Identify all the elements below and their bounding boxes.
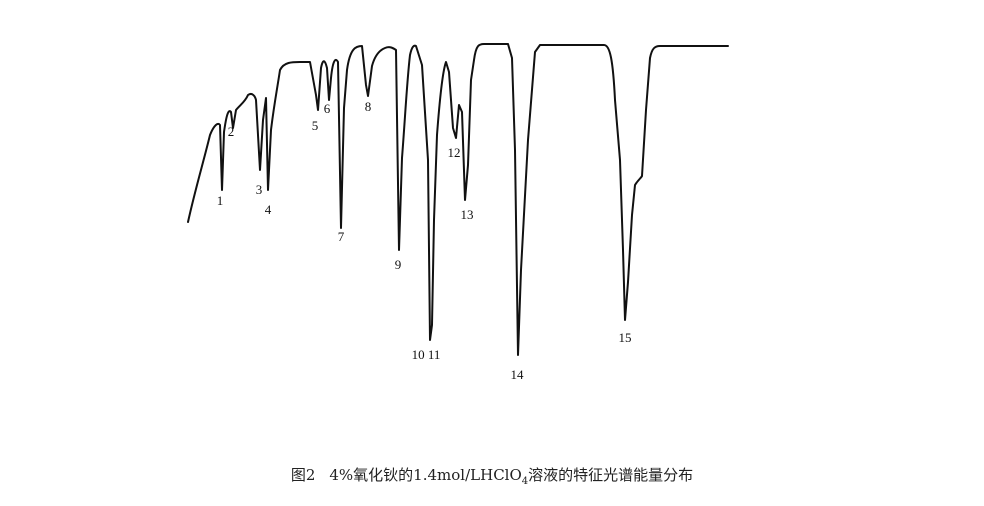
figure-number: 图2 bbox=[290, 466, 316, 484]
peak-label-10: 10 11 bbox=[412, 347, 441, 362]
spectrum-trace bbox=[187, 43, 729, 356]
peak-label-2: 2 bbox=[228, 124, 235, 139]
figure-caption: 图2 4%氧化钬的1.4mol/LHClO4溶液的特征光谱能量分布 bbox=[0, 464, 984, 487]
peak-label-4: 4 bbox=[265, 202, 272, 217]
caption-text: 4%氧化钬的1.4mol/LHClO bbox=[329, 466, 522, 484]
peak-label-3: 3 bbox=[256, 182, 263, 197]
peak-label-6: 6 bbox=[324, 101, 331, 116]
peak-label-13: 14 bbox=[511, 367, 525, 382]
peak-label-12: 13 bbox=[461, 207, 474, 222]
caption-subscript: 4 bbox=[521, 476, 529, 487]
peak-label-11: 12 bbox=[448, 145, 461, 160]
caption-text-end: 溶液的特征光谱能量分布 bbox=[528, 466, 694, 484]
peak-label-5: 5 bbox=[312, 118, 319, 133]
peak-label-8: 8 bbox=[365, 99, 372, 114]
peak-label-14: 15 bbox=[619, 330, 632, 345]
peak-label-1: 1 bbox=[217, 193, 224, 208]
peak-label-9: 9 bbox=[395, 257, 402, 272]
peak-label-7: 7 bbox=[338, 229, 345, 244]
